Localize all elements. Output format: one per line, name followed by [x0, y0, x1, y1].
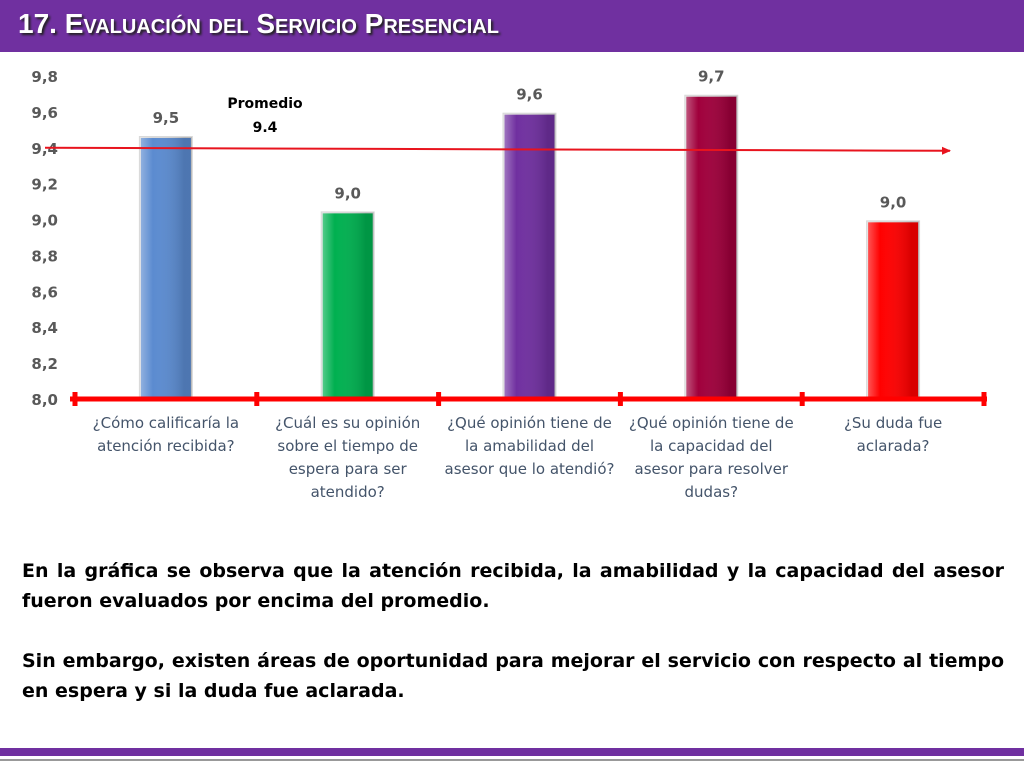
average-label: Promedio [227, 96, 303, 112]
x-tick-label: ¿Qué opinión tiene de la amabilidad del … [444, 414, 615, 478]
x-tick-label: ¿Cuál es su opinión sobre el tiempo de e… [275, 414, 421, 501]
value-label: 9,5 [153, 109, 180, 127]
average-line [44, 146, 951, 155]
value-label: 9,0 [880, 193, 907, 211]
y-tick-label: 9,4 [31, 140, 58, 158]
y-tick-label: 8,4 [31, 319, 58, 337]
footer-band [0, 748, 1024, 756]
y-tick-label: 8,6 [31, 283, 58, 301]
y-tick-label: 9,2 [31, 176, 58, 194]
y-tick-label: 8,0 [31, 391, 58, 409]
bar-shade [685, 95, 738, 399]
x-tick-label: ¿Cómo calificaría la atención recibida? [92, 414, 240, 455]
value-label: 9,7 [698, 68, 725, 86]
bar-shade [321, 212, 374, 399]
footer-line [0, 759, 1024, 761]
value-label: 9,6 [516, 86, 543, 104]
y-tick-label: 8,2 [31, 355, 58, 373]
x-tick-label: ¿Qué opinión tiene de la capacidad del a… [628, 414, 794, 501]
bar-shade [503, 113, 556, 399]
y-tick-label: 9,6 [31, 104, 58, 122]
average-value: 9.4 [253, 120, 278, 136]
y-tick-label: 9,0 [31, 212, 58, 230]
y-tick-label: 8,8 [31, 247, 58, 265]
value-label: 9,0 [334, 184, 361, 202]
y-tick-label: 9,8 [31, 68, 58, 86]
x-tick-label: ¿Su duda fue aclarada? [843, 414, 943, 455]
paragraph: Sin embargo, existen áreas de oportunida… [22, 650, 1004, 702]
bar-shade [139, 137, 192, 399]
slide-title: 17. Evaluación del Servicio Presencial [18, 8, 499, 39]
header-band [0, 0, 1024, 52]
paragraph: En la gráfica se observa que la atención… [22, 560, 1004, 612]
body-text: En la gráfica se observa que la atención… [22, 556, 1004, 736]
bar-shade [867, 221, 920, 399]
chart: 8,0 8,2 8,4 8,6 8,8 9,0 9,2 9,4 9,6 9,8 9,5 9,0 9,6 9… [31, 68, 987, 409]
